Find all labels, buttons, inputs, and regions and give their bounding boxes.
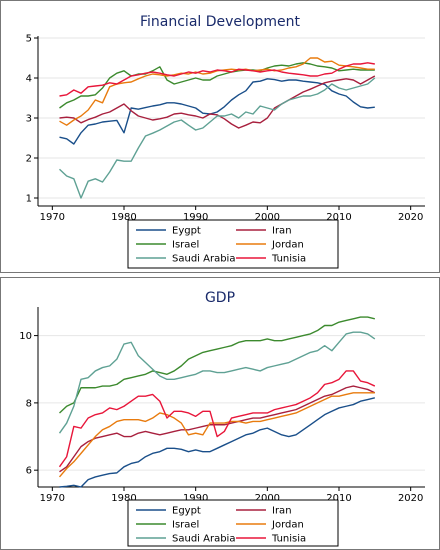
series-line-israel (59, 62, 375, 109)
series-line-saudi-arabia (59, 77, 376, 199)
series-line-iran (59, 385, 376, 473)
x-tick-label: 2010 (326, 493, 351, 504)
legend-item-jordan: Jordan (236, 520, 304, 531)
y-tick-label: 6 (26, 466, 32, 477)
legend-label: Iran (272, 226, 292, 237)
legend-label: Tunisia (271, 254, 306, 265)
y-tick-label: 1 (26, 194, 32, 205)
y-tick-label: 8 (26, 398, 32, 409)
series-line-saudi-arabia (58, 331, 376, 434)
series-line-jordan (58, 392, 375, 478)
legend-item-saudi-arabia: Saudi Arabia (136, 254, 235, 265)
series-line-israel (59, 316, 375, 414)
x-tick-label: 1990 (183, 212, 208, 223)
x-tick-label: 2010 (326, 212, 351, 223)
legend-label: Eygpt (172, 226, 201, 237)
plot-area (38, 307, 425, 487)
legend-item-jordan: Jordan (236, 240, 304, 251)
series-line-egypt (59, 397, 375, 488)
legend-label: Jordan (271, 240, 304, 251)
legend-label: Israel (172, 240, 199, 251)
x-tick-label: 2020 (398, 493, 423, 504)
legend-label: Iran (272, 506, 292, 517)
series-line-tunisia (58, 370, 376, 468)
series-line-iran (59, 75, 376, 129)
chart-title: GDP (205, 290, 235, 306)
legend-box (127, 219, 339, 269)
legend-item-egypt: Egypt (136, 506, 201, 517)
legend-item-iran: Iran (236, 226, 292, 237)
legend-item-israel: Israel (136, 240, 199, 251)
legend-label: Saudi Arabia (172, 534, 235, 545)
chart-title: Financial Development (140, 14, 301, 30)
legend-label: Israel (172, 520, 199, 531)
series-line-tunisia (59, 62, 375, 97)
y-tick-label: 5 (26, 34, 32, 45)
legend-item-israel: Israel (136, 520, 199, 531)
legend-item-iran: Iran (236, 506, 292, 517)
legend-label: Egypt (172, 506, 201, 517)
x-tick-label: 2020 (398, 212, 423, 223)
y-tick-label: 3 (26, 114, 32, 125)
legend-label: Jordan (271, 520, 304, 531)
x-tick-label: 1970 (40, 212, 65, 223)
series-line-jordan (59, 57, 375, 126)
y-tick-label: 4 (26, 74, 32, 85)
x-tick-label: 2000 (255, 212, 280, 223)
legend-item-eygpt: Eygpt (136, 226, 201, 237)
x-tick-label: 2000 (255, 493, 280, 504)
y-tick-label: 2 (26, 154, 32, 165)
legend-item-saudi-arabia: Saudi Arabia (136, 534, 235, 545)
x-tick-label: 1990 (183, 493, 208, 504)
x-tick-label: 1980 (111, 212, 136, 223)
legend-label: Tunisia (271, 534, 306, 545)
x-tick-label: 1970 (40, 493, 65, 504)
legend-item-tunisia: Tunisia (236, 254, 306, 265)
x-tick-label: 1980 (111, 493, 136, 504)
y-tick-label: 10 (19, 331, 32, 342)
legend-label: Saudi Arabia (172, 254, 235, 265)
chart-gdp: GDP 6 8 10 1970 1980 1990 2000 2010 2020 Egypt Iran… (19, 290, 425, 547)
legend-item-tunisia: Tunisia (236, 534, 306, 545)
chart-financial-development: Financial Development 1 2 3 4 5 1970 1980 1990 20… (26, 14, 425, 269)
plot-area (38, 36, 425, 206)
